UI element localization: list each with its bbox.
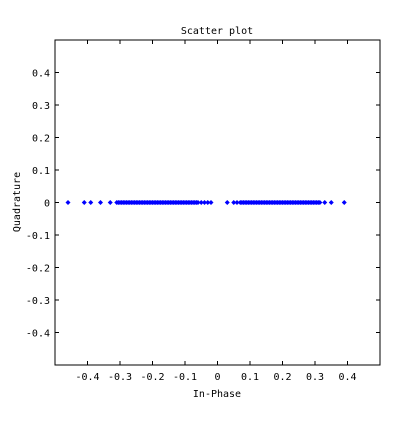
x-tick-label: -0.2 <box>140 372 164 383</box>
y-tick-label: -0.1 <box>26 231 50 242</box>
x-tick-label: 0.3 <box>306 372 324 383</box>
y-axis-label: Quadrature <box>12 172 23 232</box>
x-tick-label: -0.3 <box>108 372 132 383</box>
y-tick-label: -0.4 <box>26 329 50 340</box>
y-tick-label: 0.2 <box>32 134 50 145</box>
x-tick-label: 0.4 <box>338 372 356 383</box>
x-tick-label: -0.1 <box>173 372 197 383</box>
x-tick-label: -0.4 <box>75 372 99 383</box>
y-tick-label: 0.1 <box>32 166 50 177</box>
x-axis-label: In-Phase <box>193 389 241 400</box>
y-tick-label: -0.3 <box>26 296 50 307</box>
x-tick-label: 0 <box>214 372 220 383</box>
x-tick-label: 0.2 <box>273 372 291 383</box>
y-tick-label: 0.4 <box>32 69 50 80</box>
chart-title: Scatter plot <box>181 26 253 37</box>
y-tick-label: -0.2 <box>26 264 50 275</box>
y-tick-label: 0 <box>44 199 50 210</box>
x-tick-label: 0.1 <box>241 372 259 383</box>
y-tick-label: 0.3 <box>32 101 50 112</box>
